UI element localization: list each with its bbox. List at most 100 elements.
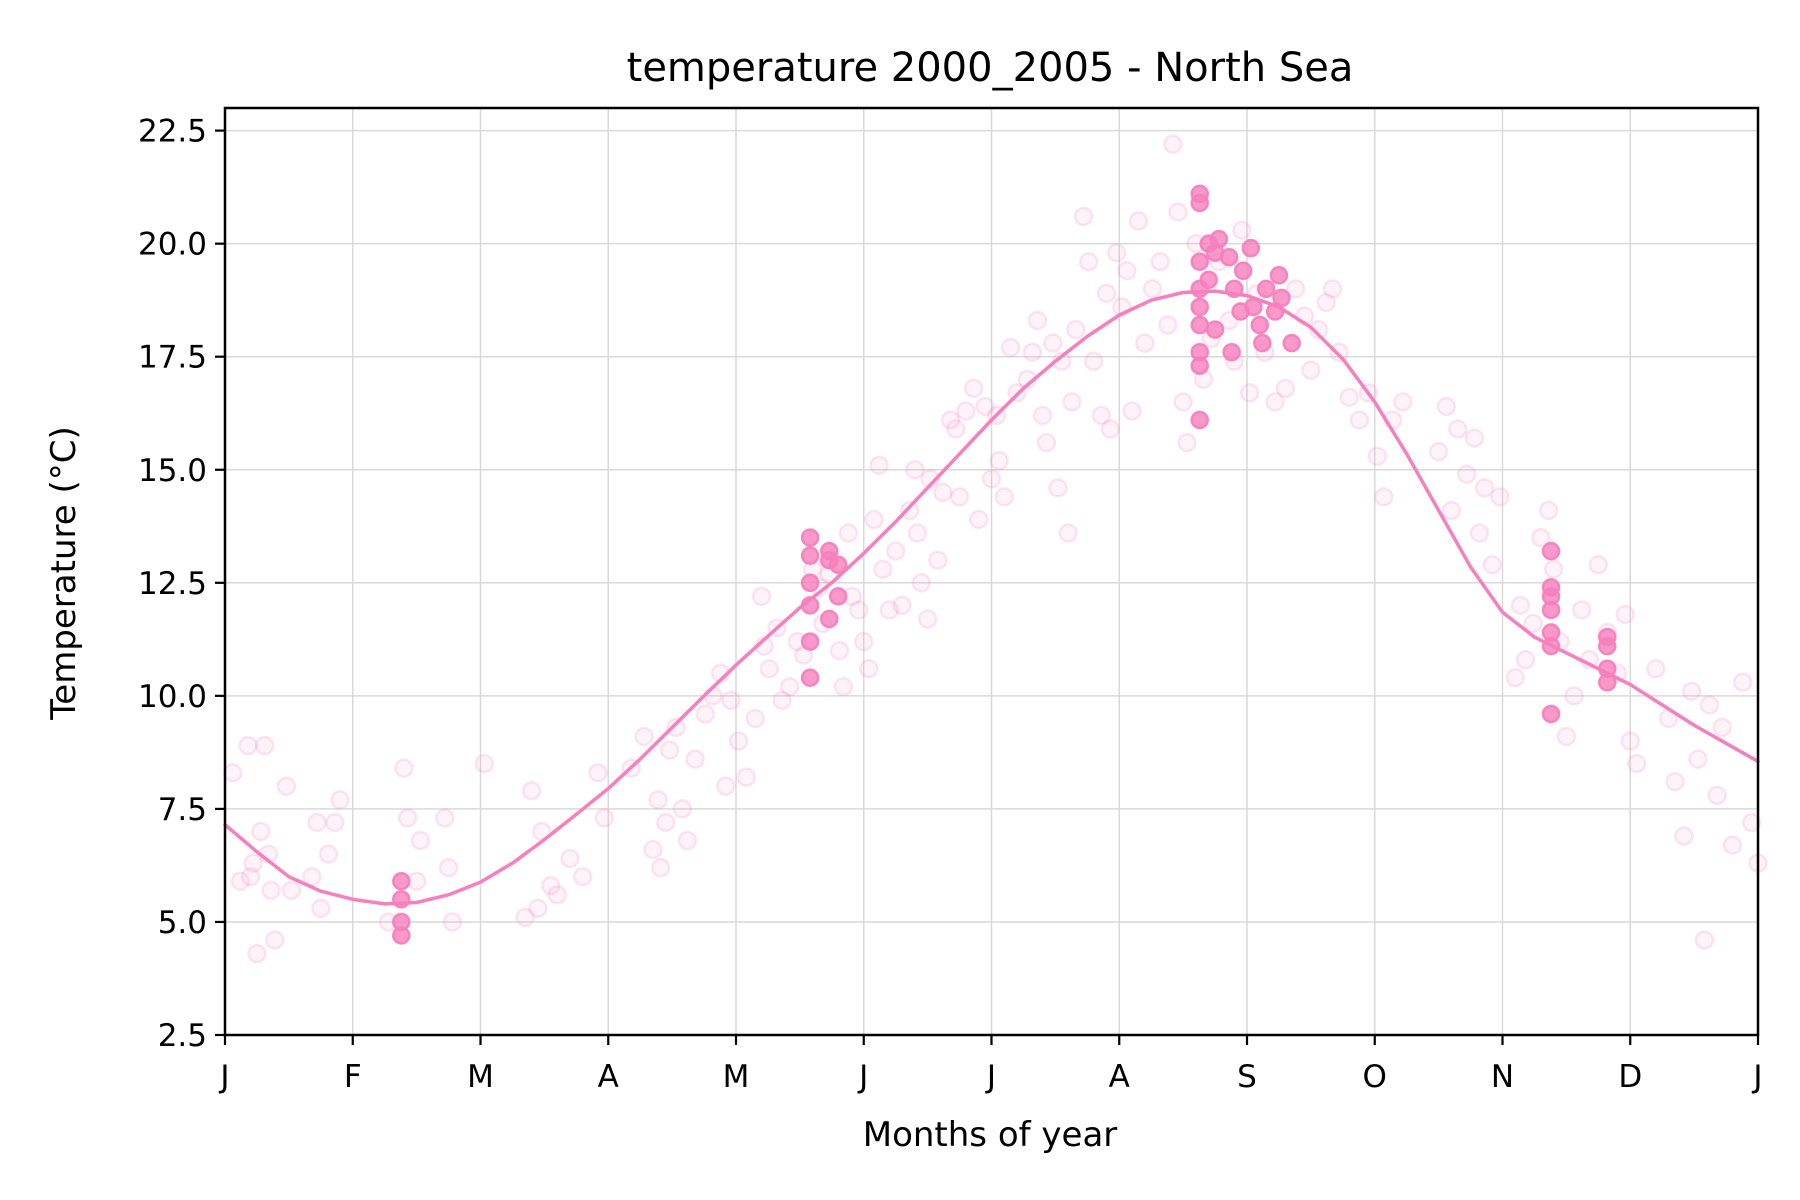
y-tick-label-7: 20.0	[138, 227, 207, 263]
scatter-point-184	[1615, 604, 1635, 625]
highlight-point-41	[1272, 288, 1291, 308]
scatter-point-21	[397, 808, 418, 828]
scatter-point-111	[1058, 523, 1078, 543]
scatter-point-6	[251, 821, 271, 842]
scatter-point-89	[933, 482, 953, 503]
scatter-point-114	[1073, 206, 1094, 227]
scatter-point-95	[968, 509, 989, 530]
scatter-point-74	[854, 631, 874, 652]
scatter-point-116	[1083, 351, 1104, 371]
scatter-point-75	[859, 658, 879, 679]
x-tick-label-11: D	[1618, 1059, 1642, 1095]
scatter-point-30	[528, 898, 548, 919]
scatter-point-56	[745, 708, 765, 729]
scatter-point-192	[1688, 749, 1708, 769]
scatter-point-28	[515, 907, 535, 928]
scatter-point-181	[1588, 554, 1609, 575]
scatter-point-86	[917, 609, 938, 629]
scatter-point-152	[1339, 387, 1359, 408]
scatter-point-3	[240, 866, 261, 887]
scatter-point-155	[1367, 446, 1388, 466]
scatter-point-174	[1538, 500, 1559, 521]
y-tick-label-6: 17.5	[138, 340, 207, 376]
scatter-point-29	[521, 781, 542, 801]
scatter-point-96	[975, 396, 995, 417]
scatter-point-144	[1275, 378, 1296, 399]
scatter-point-17	[325, 812, 345, 833]
scatter-point-10	[265, 930, 285, 950]
scatter-point-131	[1173, 392, 1193, 412]
scatter-point-91	[945, 419, 966, 439]
scatter-point-162	[1448, 419, 1468, 439]
scatter-point-185	[1620, 731, 1640, 751]
scatter-point-25	[438, 857, 459, 878]
scatter-point-24	[434, 808, 455, 828]
scatter-point-42	[650, 857, 671, 878]
scatter-point-79	[879, 600, 900, 620]
scatter-point-15	[311, 898, 331, 919]
scatter-point-90	[940, 410, 961, 430]
scatter-point-153	[1349, 410, 1370, 430]
highlight-point-48	[1541, 578, 1561, 597]
scatter-point-170	[1510, 595, 1531, 616]
scatter-point-191	[1681, 681, 1702, 702]
highlight-point-3	[392, 872, 411, 891]
series-line	[223, 289, 1760, 906]
highlight-point-4	[800, 668, 820, 688]
scatter-point-172	[1523, 613, 1543, 634]
chart-title: temperature 2000_2005 - North Sea	[627, 45, 1354, 91]
scatter-point-156	[1373, 487, 1394, 507]
scatter-point-61	[772, 690, 792, 711]
highlight-point-25	[1199, 270, 1218, 290]
scatter-point-171	[1515, 649, 1536, 670]
scatter-point-23	[410, 830, 431, 851]
scatter-point-37	[594, 808, 615, 828]
highlight-point-42	[1282, 333, 1301, 353]
scatter-point-16	[318, 844, 339, 864]
scatter-point-83	[905, 460, 925, 480]
scatter-point-165	[1469, 523, 1490, 543]
highlight-point-6	[800, 573, 820, 593]
scatter-point-14	[307, 812, 327, 833]
y-tick-label-4: 12.5	[138, 566, 207, 602]
highlight-point-30	[1222, 342, 1241, 362]
x-tick-label-1: F	[344, 1059, 362, 1095]
scatter-point-46	[672, 799, 693, 819]
scatter-point-115	[1078, 252, 1099, 272]
scatter-point-120	[1106, 242, 1127, 263]
scatter-point-139	[1232, 220, 1252, 240]
highlight-point-38	[1256, 279, 1276, 299]
scatter-point-52	[716, 776, 736, 797]
x-tick-label-12: J	[1751, 1059, 1762, 1095]
highlight-point-45	[1541, 623, 1561, 642]
y-axis-label: Temperature (°C)	[44, 426, 84, 720]
scatter-point-197	[1722, 835, 1743, 855]
highlight-point-5	[800, 632, 820, 651]
scatter-point-109	[1048, 478, 1068, 498]
scatter-point-44	[659, 740, 680, 760]
scatter-point-9	[261, 880, 281, 901]
scatter-point-122	[1117, 261, 1137, 281]
scatter-point-85	[911, 573, 931, 593]
scatter-point-62	[779, 677, 800, 697]
y-tick-label-0: 2.5	[158, 1018, 207, 1054]
scatter-point-88	[928, 550, 948, 570]
scatter-point-39	[634, 726, 654, 747]
scatter-point-159	[1428, 441, 1449, 462]
scatter-point-53	[721, 690, 741, 711]
highlight-point-21	[1190, 252, 1209, 271]
scatter-point-189	[1665, 772, 1685, 792]
highlight-point-29	[1219, 247, 1239, 267]
x-tick-label-2: M	[467, 1059, 494, 1095]
x-tick-label-4: M	[723, 1059, 750, 1095]
scatter-point-7	[254, 735, 275, 756]
scatter-point-118	[1096, 283, 1117, 304]
scatter-point-124	[1128, 211, 1149, 231]
scatter-point-11	[276, 776, 297, 797]
scatter-point-27	[474, 753, 495, 774]
scatter-point-179	[1571, 600, 1592, 620]
highlight-point-17	[1190, 342, 1209, 362]
scatter-point-160	[1436, 396, 1457, 417]
scatter-point-73	[848, 600, 869, 620]
scatter-point-45	[666, 717, 686, 738]
